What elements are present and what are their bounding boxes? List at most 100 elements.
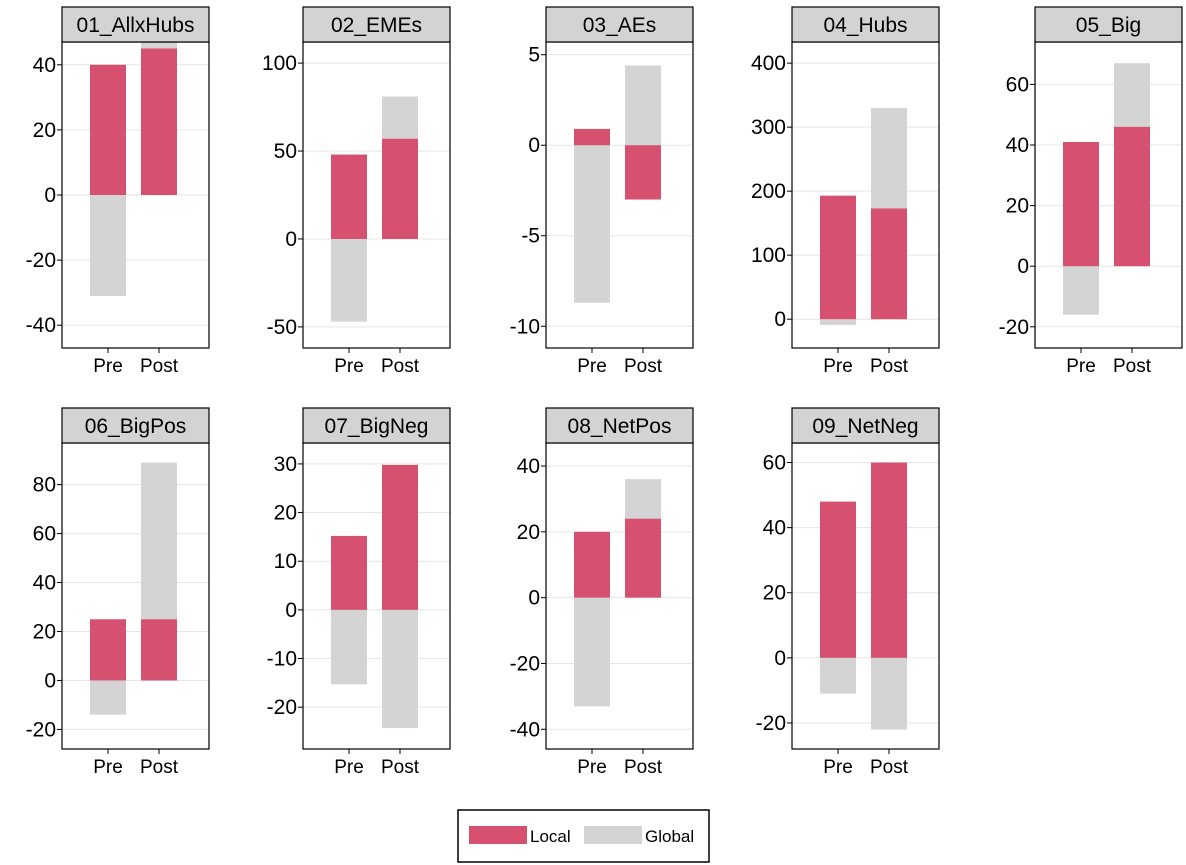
legend-label-global: Global — [645, 827, 694, 846]
y-tick-label: -10 — [510, 315, 540, 338]
bar-global-post — [141, 42, 177, 49]
bar-global-pre — [574, 597, 610, 707]
panel-title: 06_BigPos — [85, 415, 187, 438]
bar-local-post — [871, 462, 907, 658]
bar-global-post — [871, 657, 907, 730]
plot-area — [792, 42, 939, 348]
panel-9: Pre Post -20 0 20 40 60 09_NetNeg — [756, 407, 940, 778]
bar-global-post — [382, 609, 418, 729]
plot-area — [303, 443, 450, 749]
bar-global-post — [382, 96, 418, 139]
bar-local-post — [625, 518, 661, 598]
bar-local-post — [382, 464, 418, 610]
y-tick-label: 0 — [774, 647, 786, 670]
y-tick-label: -20 — [999, 316, 1029, 339]
bar-local-post — [382, 138, 418, 239]
bar-global-pre — [331, 238, 367, 322]
panel-7: Pre Post -20 -10 0 10 20 30 07_BigNeg — [267, 407, 451, 778]
y-tick-label: 20 — [1006, 195, 1029, 218]
panel-title: 02_EMEs — [331, 14, 422, 37]
panel-5: Pre Post -20 0 20 40 60 05_Big — [999, 6, 1183, 377]
x-tick-label: Pre — [334, 757, 364, 778]
y-tick-label: 5 — [528, 44, 540, 67]
y-tick-label: 40 — [33, 572, 56, 595]
y-tick-label: 0 — [528, 587, 540, 610]
y-tick-label: 0 — [285, 599, 297, 622]
y-tick-label: -20 — [510, 652, 540, 675]
y-tick-label: -20 — [756, 712, 786, 735]
x-tick-label: Post — [870, 356, 909, 377]
y-tick-label: 40 — [517, 455, 540, 478]
legend-swatch-local — [469, 826, 527, 844]
title-strip — [61, 407, 210, 444]
bar-local-pre — [1063, 141, 1099, 267]
panel-6: Pre Post -20 0 20 40 60 80 06_BigPos — [26, 407, 210, 778]
y-tick-label: 0 — [44, 184, 56, 207]
y-tick-label: 40 — [33, 54, 56, 77]
title-strip — [791, 407, 940, 444]
bar-local-post — [871, 208, 907, 320]
x-tick-label: Post — [381, 356, 420, 377]
y-tick-label: 100 — [751, 244, 786, 267]
y-tick-label: 400 — [751, 52, 786, 75]
y-tick-label: 300 — [751, 116, 786, 139]
bar-local-post — [1114, 126, 1150, 267]
plot-area — [546, 443, 693, 749]
bar-global-post — [1114, 63, 1150, 127]
x-tick-label: Pre — [823, 757, 853, 778]
y-tick-label: 200 — [751, 180, 786, 203]
title-strip — [545, 407, 694, 444]
bar-global-pre — [574, 145, 610, 303]
bar-local-pre — [331, 535, 367, 610]
x-tick-label: Pre — [93, 356, 123, 377]
y-tick-label: -20 — [267, 696, 297, 719]
title-strip — [545, 6, 694, 43]
y-tick-label: -10 — [267, 648, 297, 671]
plot-area — [303, 42, 450, 348]
y-tick-label: -50 — [267, 316, 297, 339]
y-tick-label: -20 — [26, 718, 56, 741]
panel-title: 08_NetPos — [568, 415, 672, 438]
plot-area — [546, 42, 693, 348]
x-tick-label: Post — [140, 356, 179, 377]
bar-global-post — [141, 462, 177, 620]
bar-local-pre — [574, 128, 610, 146]
title-strip — [302, 6, 451, 43]
y-tick-label: 40 — [1006, 134, 1029, 157]
x-tick-label: Pre — [1066, 356, 1096, 377]
bar-local-post — [625, 145, 661, 200]
bar-global-pre — [331, 609, 367, 685]
bar-local-post — [141, 619, 177, 681]
panel-title: 01_AllxHubs — [77, 14, 195, 37]
bar-global-post — [625, 479, 661, 519]
y-tick-label: -5 — [521, 225, 540, 248]
y-tick-label: 60 — [1006, 73, 1029, 96]
bar-local-pre — [820, 195, 856, 320]
title-strip — [1034, 6, 1183, 43]
bar-global-post — [625, 65, 661, 146]
panel-title: 09_NetNeg — [812, 415, 918, 438]
y-tick-label: 30 — [274, 453, 297, 476]
panel-8: Pre Post -40 -20 0 20 40 08_NetPos — [510, 407, 694, 778]
title-strip — [791, 6, 940, 43]
y-tick-label: 0 — [1017, 255, 1029, 278]
x-tick-label: Pre — [577, 757, 607, 778]
y-tick-label: 20 — [517, 521, 540, 544]
y-tick-label: 0 — [44, 669, 56, 692]
x-tick-label: Pre — [577, 356, 607, 377]
legend: Local Global — [457, 809, 710, 863]
y-tick-label: 40 — [763, 517, 786, 540]
y-tick-label: 60 — [763, 452, 786, 475]
bar-global-pre — [820, 319, 856, 325]
x-tick-label: Post — [624, 757, 663, 778]
bar-local-pre — [90, 619, 126, 681]
x-tick-label: Post — [624, 356, 663, 377]
legend-swatch-global — [584, 826, 642, 844]
plot-area — [792, 443, 939, 749]
bar-local-pre — [90, 64, 126, 195]
bar-global-pre — [1063, 266, 1099, 315]
panel-3: Pre Post -10 -5 0 5 03_AEs — [510, 6, 694, 377]
y-tick-label: 20 — [763, 582, 786, 605]
